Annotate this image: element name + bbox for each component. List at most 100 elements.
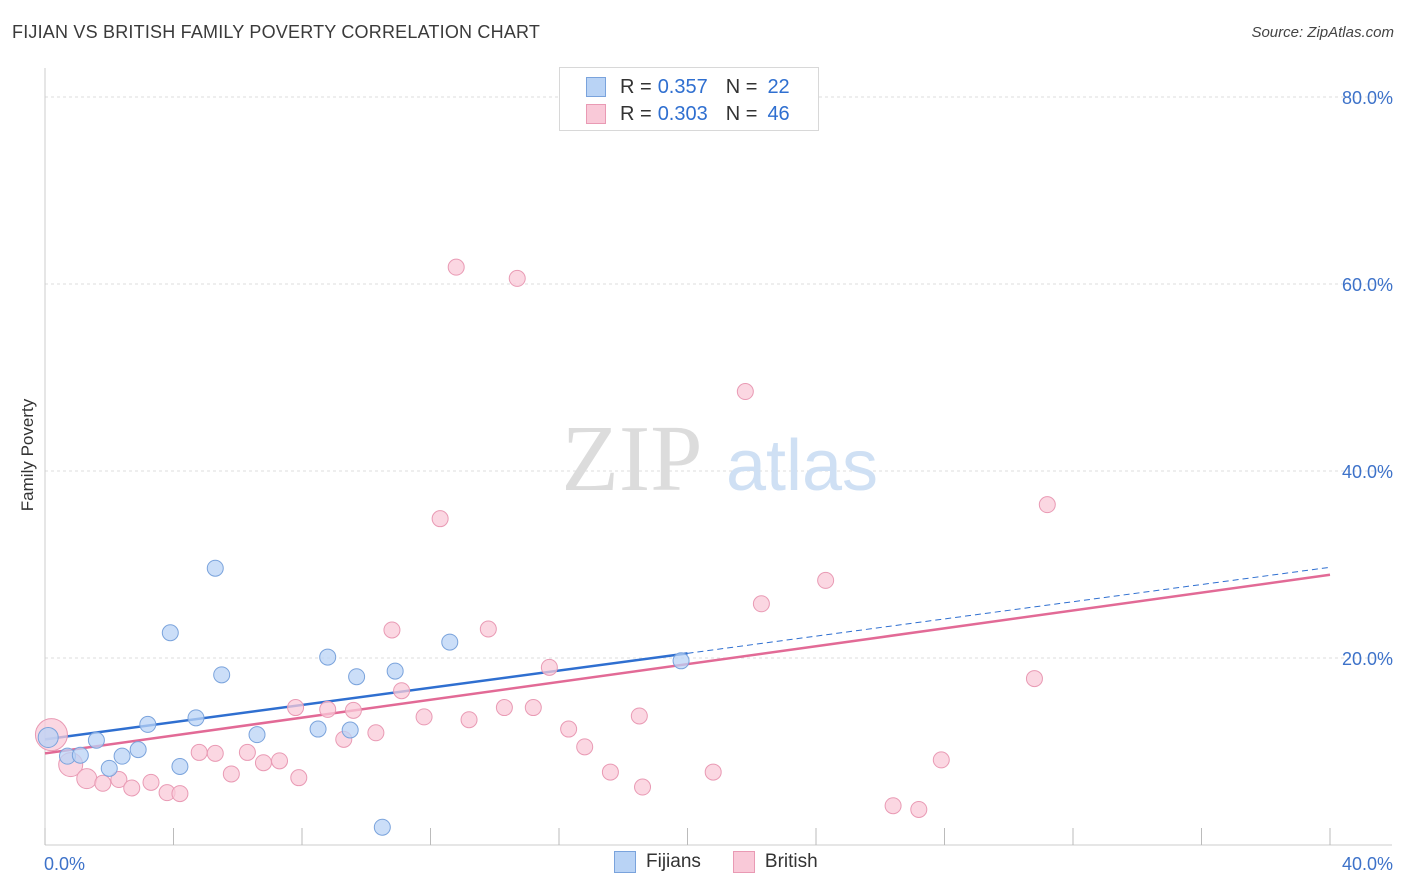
watermark-atlas: atlas xyxy=(726,426,878,506)
british-point xyxy=(142,773,160,791)
source-note: Source: ZipAtlas.com xyxy=(1251,24,1394,41)
fijians-swatch xyxy=(614,851,636,873)
british-point xyxy=(752,595,770,613)
british-point xyxy=(1025,670,1043,688)
point-layer xyxy=(34,258,1056,836)
grid-layer xyxy=(45,96,1392,659)
british-point xyxy=(94,774,112,792)
x-tick-label: 0.0% xyxy=(44,854,85,874)
british-point xyxy=(238,743,256,761)
y-tick-label: 80.0% xyxy=(1342,88,1393,108)
british-point xyxy=(415,708,433,726)
fijians-point xyxy=(248,726,266,744)
british-point xyxy=(290,769,308,787)
british-point xyxy=(383,621,401,639)
y-tick-label: 60.0% xyxy=(1342,275,1393,295)
british-point xyxy=(271,752,289,770)
legend-label-british: British xyxy=(764,851,818,872)
british-point xyxy=(932,751,950,769)
british-point xyxy=(76,768,98,790)
british-point xyxy=(884,797,902,815)
british-point xyxy=(540,658,558,676)
watermark-zip: ZIP xyxy=(562,407,703,511)
fijians-point xyxy=(37,726,59,748)
y-tick-label: 20.0% xyxy=(1342,649,1393,669)
british-point xyxy=(634,778,652,796)
legend-item-british[interactable]: British xyxy=(732,851,818,873)
y-tick-label: 40.0% xyxy=(1342,462,1393,482)
british-point xyxy=(460,711,478,729)
fijians-point xyxy=(113,747,131,765)
fijians-point xyxy=(373,818,391,836)
x-tick-label: 40.0% xyxy=(1342,854,1393,874)
fijians-point xyxy=(213,666,231,684)
british-point xyxy=(431,510,449,528)
british-swatch xyxy=(732,851,755,873)
watermark: ZIP atlas xyxy=(562,407,879,511)
legend-row-british: R = 0.303 N = 46 xyxy=(586,101,808,127)
r-label: R = xyxy=(620,102,652,125)
r-value: 0.357 xyxy=(657,75,708,98)
british-point xyxy=(367,724,385,742)
british-point xyxy=(817,571,835,589)
british-point xyxy=(630,707,648,725)
correlation-legend: R = 0.357 N = 22 R = 0.303 N = 46 xyxy=(559,67,819,131)
british-point xyxy=(206,744,224,762)
british-point xyxy=(393,682,411,700)
british-point xyxy=(479,620,497,638)
fijians-swatch xyxy=(586,77,606,97)
british-point xyxy=(1038,496,1056,514)
british-point xyxy=(171,785,189,803)
fijians-point xyxy=(206,559,224,577)
series-legend: Fijians British xyxy=(614,851,850,873)
british-point xyxy=(190,743,208,761)
british-point xyxy=(222,765,240,783)
chart-title: FIJIAN VS BRITISH FAMILY POVERTY CORRELA… xyxy=(12,22,541,42)
british-point xyxy=(910,800,928,818)
british-point xyxy=(560,720,578,738)
fijians-point xyxy=(161,624,179,642)
n-value: 46 xyxy=(767,102,790,125)
british-point xyxy=(254,754,272,772)
british-point xyxy=(704,763,722,781)
british-point xyxy=(495,699,513,717)
n-label: N = xyxy=(725,102,758,125)
british-point xyxy=(736,383,754,401)
british-point xyxy=(576,738,594,756)
fijians-point xyxy=(187,709,205,727)
british-point xyxy=(447,258,465,276)
british-point xyxy=(524,699,542,717)
british-point xyxy=(508,269,526,287)
n-value: 22 xyxy=(767,75,790,98)
fijians-point xyxy=(139,715,157,733)
fijians-point xyxy=(348,668,366,686)
fijians-point xyxy=(100,759,118,777)
fijians-point xyxy=(129,741,147,759)
legend-item-fijians[interactable]: Fijians xyxy=(614,851,701,873)
fijians-point xyxy=(441,633,459,651)
fijians-trend-extension xyxy=(687,566,1331,654)
tick-label-layer: 20.0% 40.0% 60.0% 80.0% 0.0% 40.0% xyxy=(44,88,1393,874)
fijians-point xyxy=(386,662,404,680)
british-point xyxy=(287,699,305,717)
fijians-point xyxy=(87,731,105,749)
legend-row-fijians: R = 0.357 N = 22 xyxy=(586,74,808,100)
british-point xyxy=(319,700,337,718)
axis-layer xyxy=(44,68,1392,846)
british-point xyxy=(110,771,128,789)
r-label: R = xyxy=(620,75,652,98)
fijians-point xyxy=(341,721,359,739)
british-point xyxy=(601,763,619,781)
fijians-point xyxy=(672,652,690,670)
fijians-point xyxy=(319,648,337,666)
fijians-point xyxy=(171,757,189,775)
british-point xyxy=(344,701,362,719)
british-point xyxy=(123,779,141,797)
fijians-point xyxy=(71,746,89,764)
n-label: N = xyxy=(725,75,758,98)
legend-label-fijians: Fijians xyxy=(646,851,701,872)
r-value: 0.303 xyxy=(657,102,708,125)
fijians-point xyxy=(309,720,327,738)
british-swatch xyxy=(586,104,606,124)
